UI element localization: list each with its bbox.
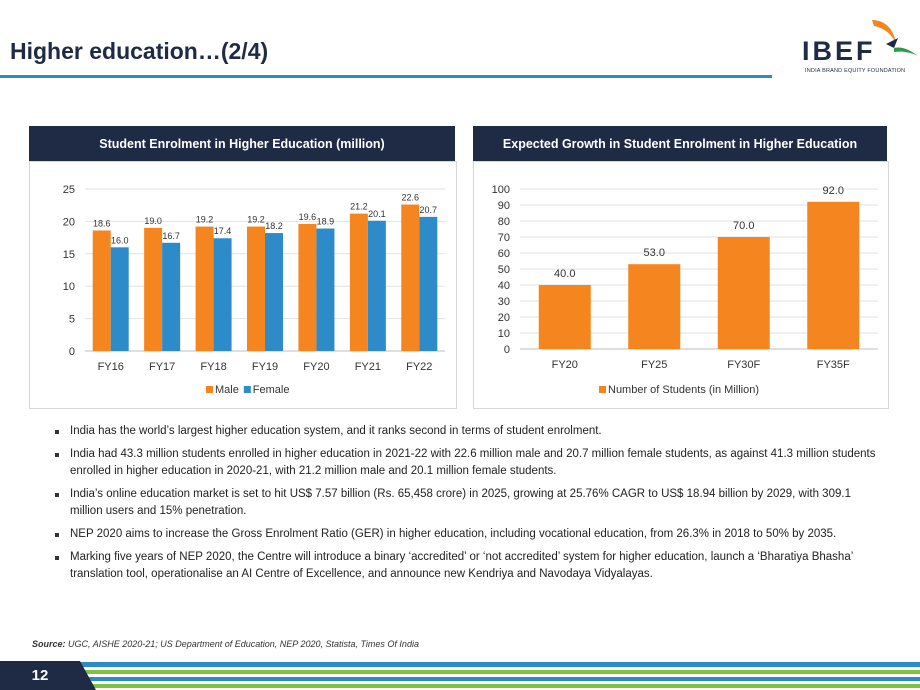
chart2-title: Expected Growth in Student Enrolment in … <box>473 126 887 161</box>
data-label: 22.6 <box>402 193 420 203</box>
enrolment-gender-chart: 051015202518.616.0FY1619.016.7FY1719.217… <box>63 184 445 396</box>
y-tick-label: 20 <box>63 216 75 228</box>
y-tick-label: 5 <box>69 314 75 326</box>
y-tick-label: 80 <box>498 216 510 228</box>
x-tick-label: FY20 <box>552 359 578 371</box>
bar-female <box>265 233 283 351</box>
expected-growth-chart: 0 10 20 30 40 50 60 70 80 90 100 40.0 FY20 53.0 FY25 70… <box>492 184 878 396</box>
y-tick-label: 70 <box>498 232 510 244</box>
data-label: 16.7 <box>162 231 180 241</box>
logo-wordmark: IBEF <box>802 36 876 66</box>
y-tick-label: 10 <box>63 281 75 293</box>
data-label: 19.6 <box>299 212 317 222</box>
y-tick-label: 20 <box>498 312 510 324</box>
data-label: 16.0 <box>111 235 129 245</box>
x-tick-label: FY21 <box>355 361 381 373</box>
y-tick-label: 10 <box>498 328 510 340</box>
data-label: 40.0 <box>554 268 575 280</box>
footer-stripes <box>0 661 920 690</box>
bullet-list: India has the world’s largest higher edu… <box>55 423 880 589</box>
bar-male <box>195 226 214 351</box>
y-tick-label: 25 <box>63 184 75 196</box>
data-label: 20.7 <box>420 205 438 215</box>
x-tick-label: FY30F <box>727 359 760 371</box>
data-label: 18.6 <box>93 218 111 228</box>
data-label: 18.2 <box>265 221 283 231</box>
data-label: 70.0 <box>733 220 754 232</box>
y-tick-label: 0 <box>504 344 510 356</box>
bullet-item: India had 43.3 million students enrolled… <box>55 446 880 480</box>
x-tick-label: FY17 <box>149 361 175 373</box>
y-tick-label: 15 <box>63 249 75 261</box>
ibef-logo: IBEF INDIA BRAND EQUITY FOUNDATION <box>802 18 918 78</box>
y-tick-label: 60 <box>498 248 510 260</box>
page-title: Higher education…(2/4) <box>10 38 269 64</box>
x-tick-label: FY35F <box>817 359 850 371</box>
x-tick-label: FY22 <box>406 361 432 373</box>
bullet-item: India’s online education market is set t… <box>55 486 880 520</box>
legend-swatch <box>243 386 251 393</box>
legend-label: Number of Students (in Million) <box>608 384 759 396</box>
bar-male <box>401 204 420 351</box>
page-number: 12 <box>0 661 80 690</box>
bar-female <box>419 216 438 351</box>
data-label: 20.1 <box>368 209 386 219</box>
bar-number-of-students-in-million- <box>628 264 681 349</box>
y-tick-label: 100 <box>492 184 510 196</box>
data-label: 53.0 <box>644 247 665 259</box>
x-tick-label: FY19 <box>252 361 278 373</box>
y-tick-label: 0 <box>69 346 75 358</box>
bar-number-of-students-in-million- <box>538 285 591 349</box>
x-tick-label: FY16 <box>98 361 124 373</box>
legend-label: Male <box>215 384 239 396</box>
bar-male <box>144 227 163 351</box>
data-label: 19.2 <box>247 215 265 225</box>
legend-swatch <box>599 386 606 393</box>
x-tick-label: FY25 <box>641 359 667 371</box>
source-label: Source: <box>32 639 66 649</box>
bullet-item: Marking five years of NEP 2020, the Cent… <box>55 549 880 583</box>
chart1-panel: 0 5 10 15 20 25 18.6 16.0 FY16 19.0 16.7 FY17 19.2 17… <box>29 161 457 409</box>
bullet-item: India has the world’s largest higher edu… <box>55 423 880 440</box>
y-tick-label: 40 <box>498 280 510 292</box>
data-label: 17.4 <box>214 226 232 236</box>
chart1-title: Student Enrolment in Higher Education (m… <box>29 126 455 161</box>
legend-swatch <box>206 386 213 393</box>
data-label: 19.2 <box>196 215 214 225</box>
bar-number-of-students-in-million- <box>717 237 770 349</box>
bar-male <box>247 226 265 351</box>
logo-tagline: INDIA BRAND EQUITY FOUNDATION <box>805 68 906 74</box>
bar-female <box>110 247 129 351</box>
bar-female <box>213 238 232 351</box>
bar-male <box>92 230 111 351</box>
bar-female <box>162 242 181 351</box>
source-note: Source: UGC, AISHE 2020-21; US Departmen… <box>32 639 419 649</box>
y-tick-label: 30 <box>498 296 510 308</box>
flag-swoosh-icon <box>872 20 918 56</box>
source-text: UGC, AISHE 2020-21; US Department of Edu… <box>68 639 419 649</box>
bullet-item: NEP 2020 aims to increase the Gross Enro… <box>55 526 880 543</box>
y-tick-label: 50 <box>498 264 510 276</box>
bar-number-of-students-in-million- <box>807 201 860 349</box>
data-label: 18.9 <box>317 217 335 227</box>
x-tick-label: FY18 <box>200 361 226 373</box>
data-label: 92.0 <box>823 185 844 197</box>
bar-female <box>316 228 335 351</box>
title-underline <box>0 75 772 78</box>
chart2-panel: 0 10 20 30 40 50 60 70 80 90 100 40.0 FY20 53.0 FY25 70… <box>473 161 889 409</box>
bar-male <box>298 223 317 351</box>
legend-label: Female <box>253 384 290 396</box>
data-label: 21.2 <box>350 202 368 212</box>
data-label: 19.0 <box>144 216 162 226</box>
bar-female <box>367 220 386 351</box>
bar-male <box>349 213 368 351</box>
y-tick-label: 90 <box>498 200 510 212</box>
x-tick-label: FY20 <box>303 361 329 373</box>
